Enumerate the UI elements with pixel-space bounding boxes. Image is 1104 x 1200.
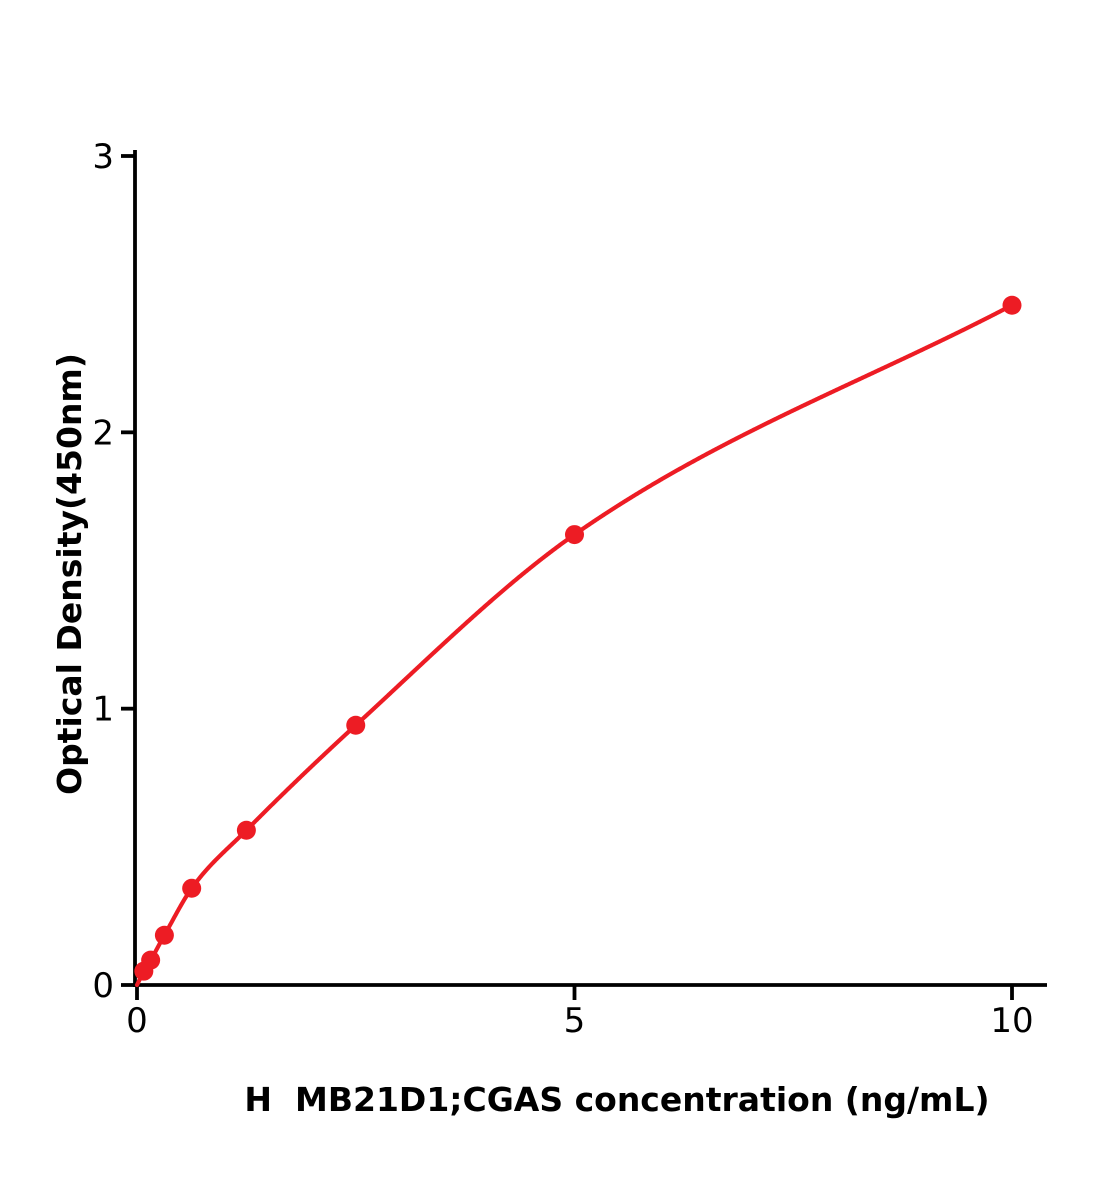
y-axis-title: Optical Density(450nm) — [50, 353, 89, 795]
x-axis-title: H MB21D1;CGAS concentration (ng/mL) — [244, 1080, 990, 1119]
y-tick-label: 3 — [92, 137, 114, 177]
y-tick-label: 1 — [92, 690, 114, 730]
y-tick-label: 2 — [92, 413, 114, 453]
data-point — [236, 820, 256, 840]
x-tick-label: 5 — [564, 1001, 586, 1041]
x-tick-label: 0 — [126, 1001, 148, 1041]
data-point — [565, 525, 584, 545]
data-point — [141, 950, 161, 970]
x-tick-label: 10 — [990, 1001, 1033, 1041]
data-point — [182, 878, 202, 898]
data-point — [1002, 295, 1022, 315]
y-tick-label: 0 — [92, 966, 114, 1006]
data-point — [346, 715, 366, 735]
fit-curve — [134, 303, 1015, 988]
data-point — [154, 925, 174, 945]
